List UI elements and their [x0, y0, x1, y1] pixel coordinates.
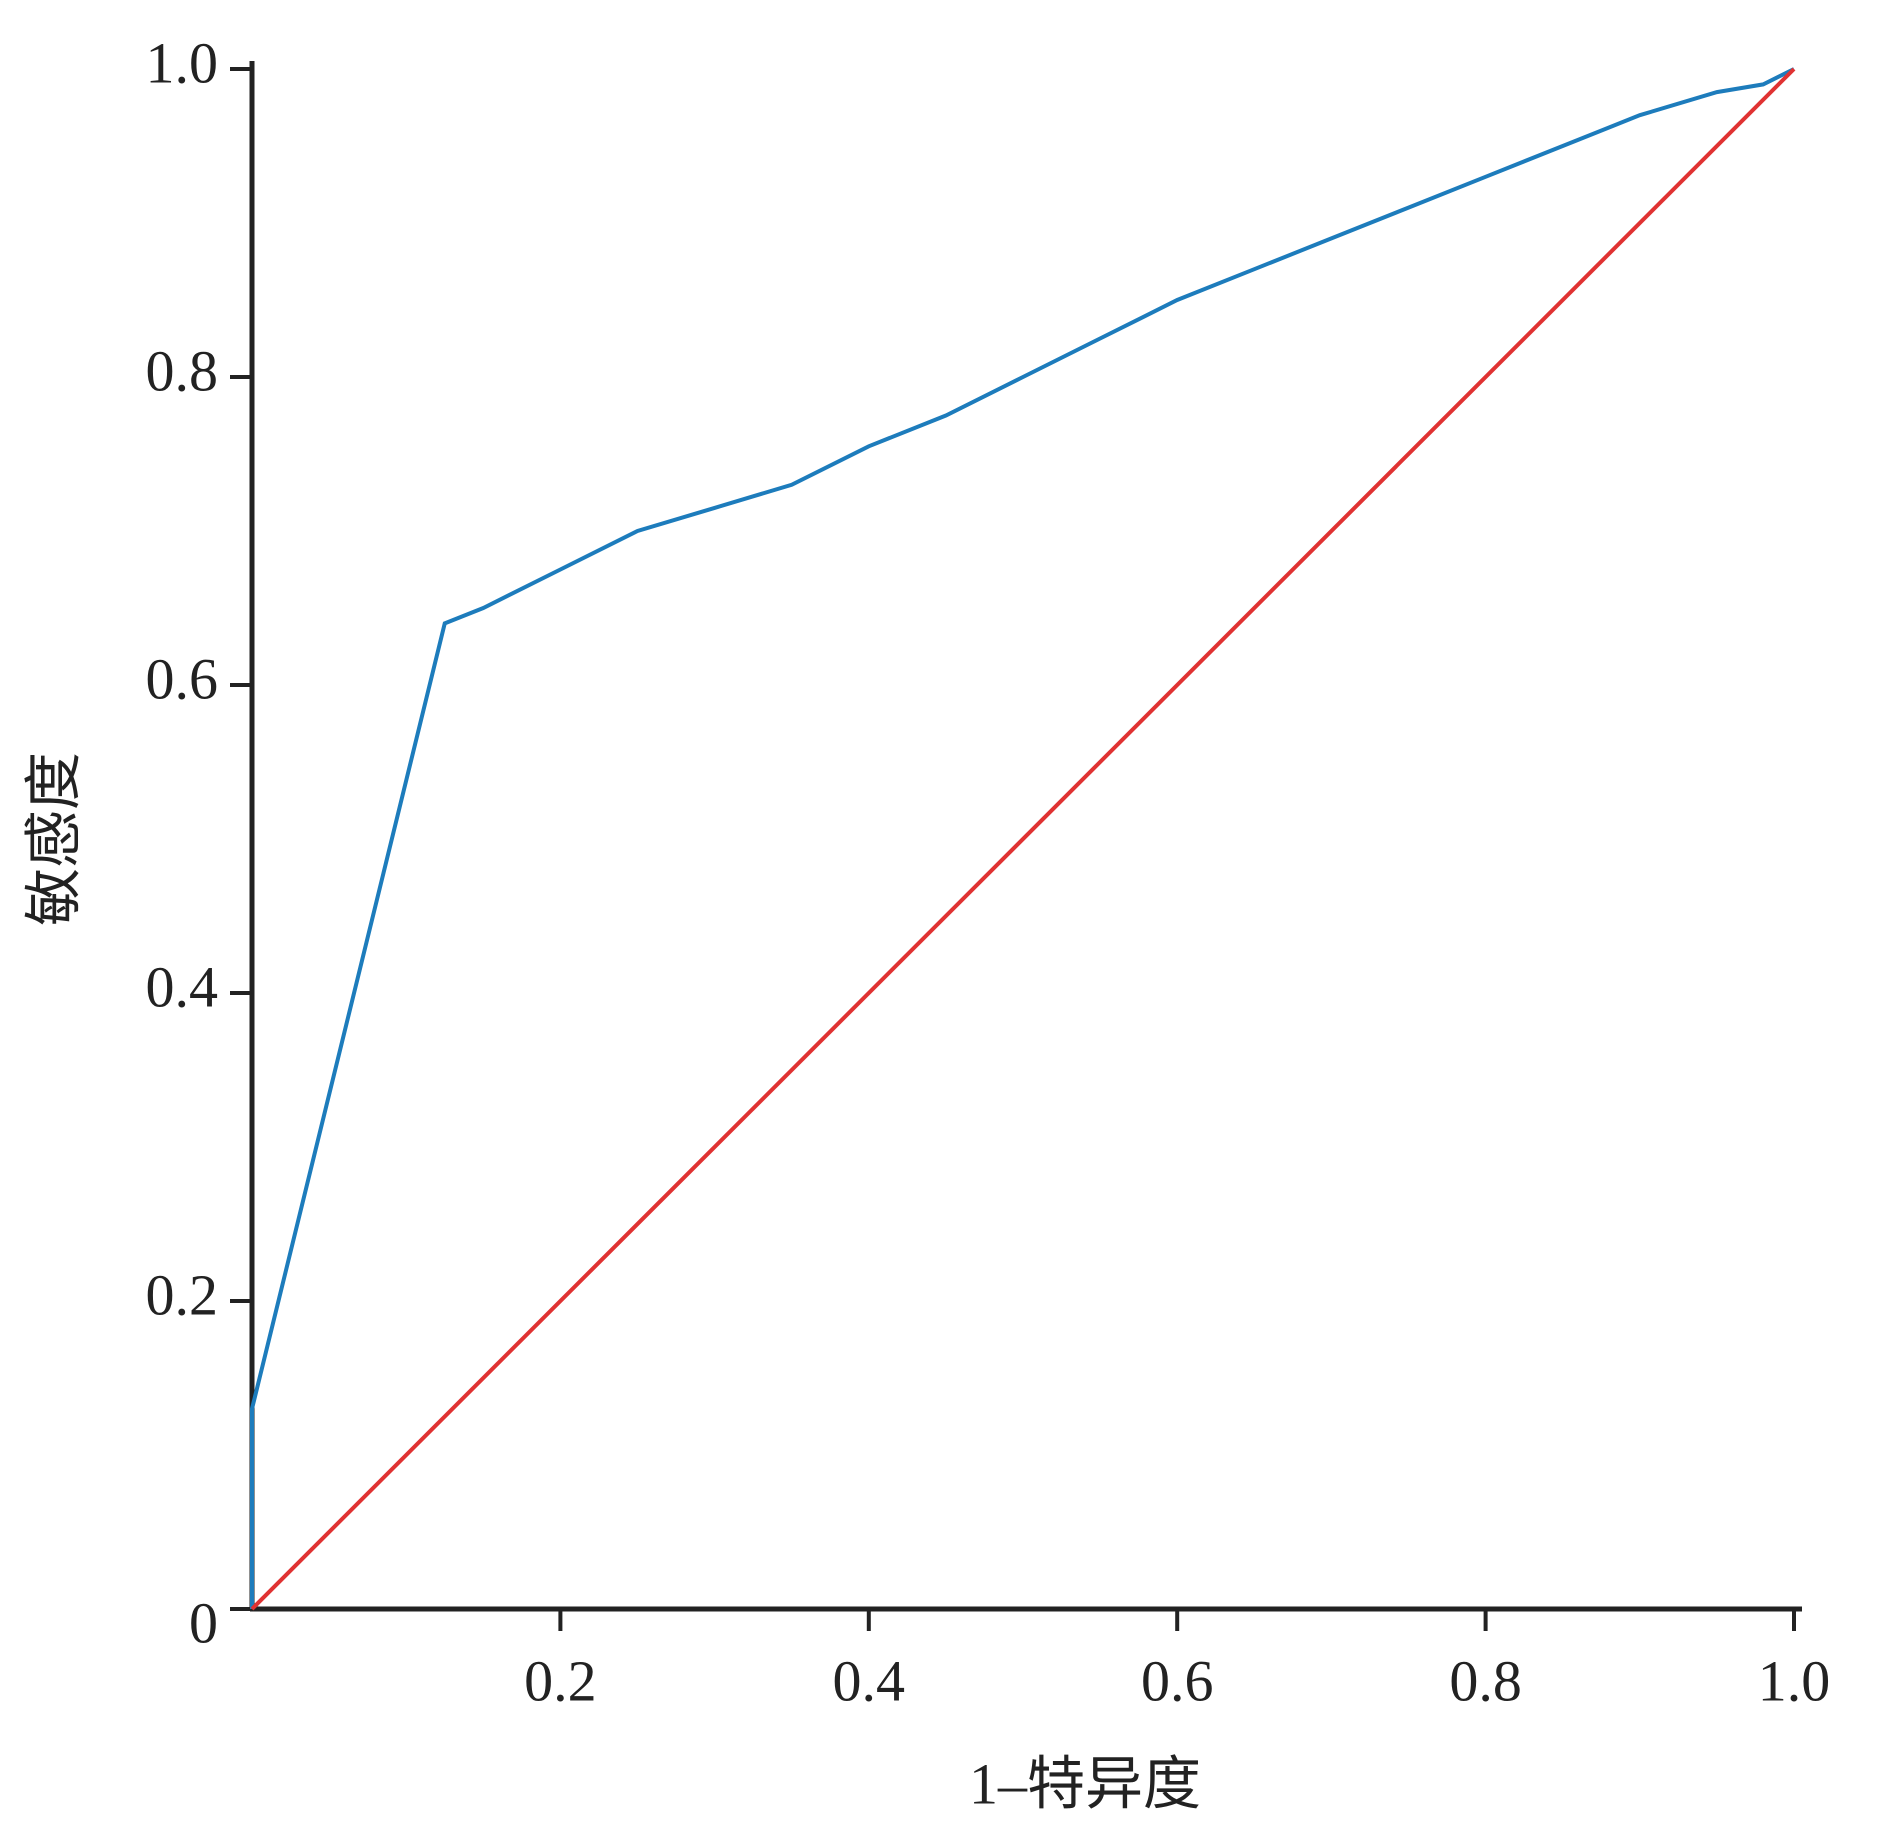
y-tick-label: 0.2: [146, 1262, 219, 1327]
x-axis-label: 1–特异度: [969, 1751, 1201, 1816]
y-tick-label: 0.6: [146, 646, 219, 711]
series-line: [250, 67, 1795, 1609]
y-tick-label: 0.4: [146, 954, 219, 1019]
x-tick-label: 1.0: [1758, 1648, 1831, 1713]
x-tick-label: 0.8: [1449, 1648, 1522, 1713]
x-tick-label: 0.4: [833, 1648, 906, 1713]
y-tick-label: 1.0: [146, 30, 219, 95]
x-tick-label: 0.2: [524, 1648, 597, 1713]
series-line: [250, 67, 1796, 1611]
y-tick-label: 0: [189, 1590, 218, 1655]
x-tick-label: 0.6: [1141, 1648, 1214, 1713]
y-axis-label: 敏感度: [21, 752, 86, 926]
y-tick-label: 0.8: [146, 338, 219, 403]
